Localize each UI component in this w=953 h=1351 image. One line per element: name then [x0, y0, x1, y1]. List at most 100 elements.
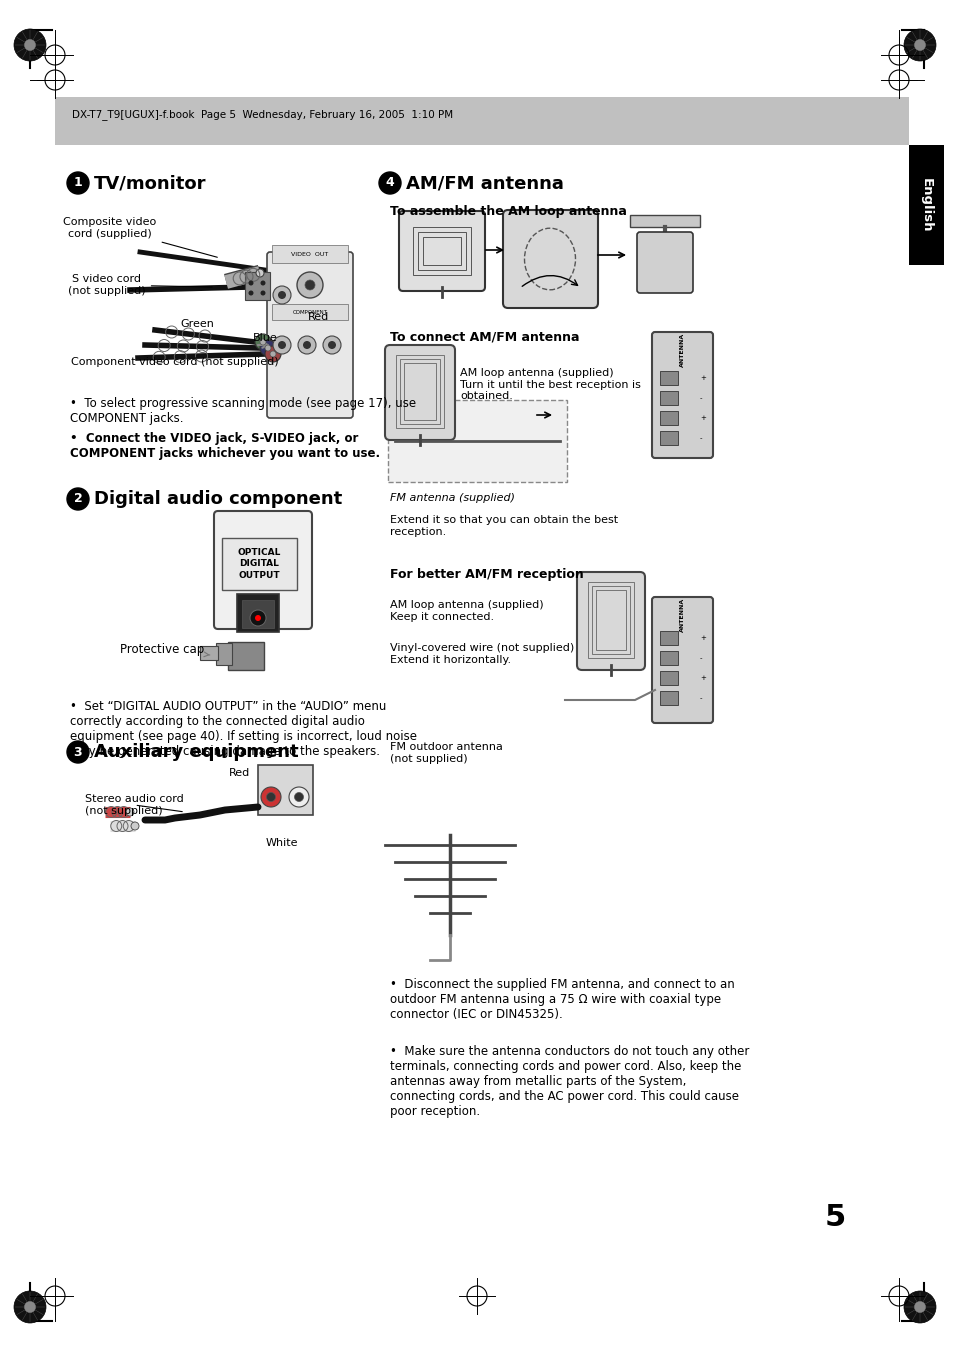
- FancyBboxPatch shape: [577, 571, 644, 670]
- Circle shape: [126, 808, 133, 816]
- Circle shape: [265, 345, 271, 351]
- Text: COMPONENT: COMPONENT: [293, 309, 327, 315]
- Bar: [222, 538, 296, 590]
- Circle shape: [260, 290, 265, 296]
- Bar: [395, 355, 443, 428]
- Circle shape: [254, 615, 261, 621]
- Circle shape: [305, 280, 314, 290]
- Text: Red: Red: [229, 767, 251, 778]
- Text: •  To select progressive scanning mode (see page 17), use
COMPONENT jacks.: • To select progressive scanning mode (s…: [70, 397, 416, 426]
- Text: -: -: [700, 655, 701, 661]
- Circle shape: [273, 336, 291, 354]
- Bar: [215, 643, 232, 665]
- Circle shape: [277, 340, 286, 349]
- Circle shape: [328, 340, 335, 349]
- Text: Protective cap: Protective cap: [120, 643, 210, 657]
- Bar: [399, 359, 439, 424]
- Text: ANTENNA: ANTENNA: [679, 332, 684, 367]
- Circle shape: [270, 351, 275, 357]
- Circle shape: [289, 788, 309, 807]
- Text: •  Set “DIGITAL AUDIO OUTPUT” in the “AUDIO” menu
correctly according to the con: • Set “DIGITAL AUDIO OUTPUT” in the “AUD…: [70, 700, 416, 758]
- FancyBboxPatch shape: [388, 400, 566, 482]
- Text: -: -: [700, 694, 701, 701]
- Text: +: +: [700, 635, 705, 640]
- Text: FM outdoor antenna
(not supplied): FM outdoor antenna (not supplied): [390, 742, 502, 763]
- Bar: [659, 411, 678, 426]
- Text: 4: 4: [385, 177, 394, 189]
- Circle shape: [67, 488, 89, 509]
- Text: VIDEO  OUT: VIDEO OUT: [291, 251, 328, 257]
- Bar: [200, 646, 218, 661]
- Circle shape: [913, 39, 924, 50]
- Bar: [659, 651, 678, 665]
- Text: +: +: [700, 415, 705, 422]
- Circle shape: [14, 1292, 46, 1323]
- Bar: [257, 765, 313, 815]
- Bar: [417, 232, 465, 270]
- Bar: [413, 227, 471, 276]
- Text: 3: 3: [73, 746, 82, 758]
- Circle shape: [294, 793, 303, 801]
- Bar: [245, 272, 270, 300]
- Circle shape: [261, 788, 281, 807]
- Bar: [659, 631, 678, 644]
- Text: Red: Red: [308, 312, 329, 322]
- Text: AM loop antenna (supplied)
Turn it until the best reception is
obtained.: AM loop antenna (supplied) Turn it until…: [459, 367, 640, 401]
- Text: Auxiliary equipment: Auxiliary equipment: [94, 743, 298, 761]
- Bar: [228, 642, 264, 670]
- Bar: [908, 145, 943, 265]
- Bar: [659, 372, 678, 385]
- Circle shape: [25, 39, 35, 50]
- Text: AM loop antenna (supplied)
Keep it connected.: AM loop antenna (supplied) Keep it conne…: [390, 600, 543, 621]
- Circle shape: [260, 281, 265, 285]
- Text: •  Make sure the antenna conductors do not touch any other
terminals, connecting: • Make sure the antenna conductors do no…: [390, 1046, 749, 1119]
- FancyBboxPatch shape: [637, 232, 692, 293]
- FancyBboxPatch shape: [267, 253, 353, 417]
- Circle shape: [131, 821, 139, 830]
- Text: Stereo audio cord
(not supplied): Stereo audio cord (not supplied): [85, 794, 184, 816]
- Text: Blue: Blue: [253, 332, 277, 343]
- Circle shape: [254, 334, 271, 350]
- FancyBboxPatch shape: [651, 332, 712, 458]
- Bar: [587, 582, 634, 658]
- Text: 2: 2: [73, 493, 82, 505]
- Text: 1: 1: [73, 177, 82, 189]
- Bar: [272, 245, 348, 263]
- Bar: [659, 690, 678, 705]
- Circle shape: [323, 336, 340, 354]
- Text: +: +: [700, 676, 705, 681]
- Bar: [659, 431, 678, 444]
- Text: ANTENNA: ANTENNA: [679, 598, 684, 632]
- Circle shape: [248, 290, 253, 296]
- Circle shape: [297, 336, 315, 354]
- Text: -: -: [700, 394, 701, 401]
- Bar: [659, 390, 678, 405]
- Text: 5: 5: [823, 1204, 844, 1232]
- Text: AM/FM antenna: AM/FM antenna: [406, 174, 563, 192]
- Circle shape: [250, 611, 266, 626]
- Circle shape: [25, 1301, 35, 1313]
- Text: S video cord
(not supplied): S video cord (not supplied): [68, 274, 212, 296]
- FancyBboxPatch shape: [651, 597, 712, 723]
- Text: DX-T7_T9[UGUX]-f.book  Page 5  Wednesday, February 16, 2005  1:10 PM: DX-T7_T9[UGUX]-f.book Page 5 Wednesday, …: [71, 109, 453, 120]
- Text: Composite video
cord (supplied): Composite video cord (supplied): [63, 218, 217, 257]
- Circle shape: [277, 290, 286, 299]
- Circle shape: [903, 1292, 935, 1323]
- Text: OPTICAL
DIGITAL
OUTPUT: OPTICAL DIGITAL OUTPUT: [237, 549, 280, 580]
- Circle shape: [67, 172, 89, 195]
- Text: English: English: [919, 178, 932, 232]
- Bar: [272, 304, 348, 320]
- Circle shape: [14, 28, 46, 61]
- Circle shape: [273, 286, 291, 304]
- FancyBboxPatch shape: [398, 211, 484, 290]
- Circle shape: [913, 1301, 924, 1313]
- Bar: [403, 363, 436, 420]
- Text: TV/monitor: TV/monitor: [94, 174, 206, 192]
- Text: Component video cord (not supplied): Component video cord (not supplied): [71, 357, 278, 367]
- Bar: [592, 586, 629, 654]
- Circle shape: [903, 28, 935, 61]
- Text: To connect AM/FM antenna: To connect AM/FM antenna: [390, 330, 578, 343]
- Bar: [596, 590, 625, 650]
- Circle shape: [296, 272, 323, 299]
- FancyBboxPatch shape: [502, 209, 598, 308]
